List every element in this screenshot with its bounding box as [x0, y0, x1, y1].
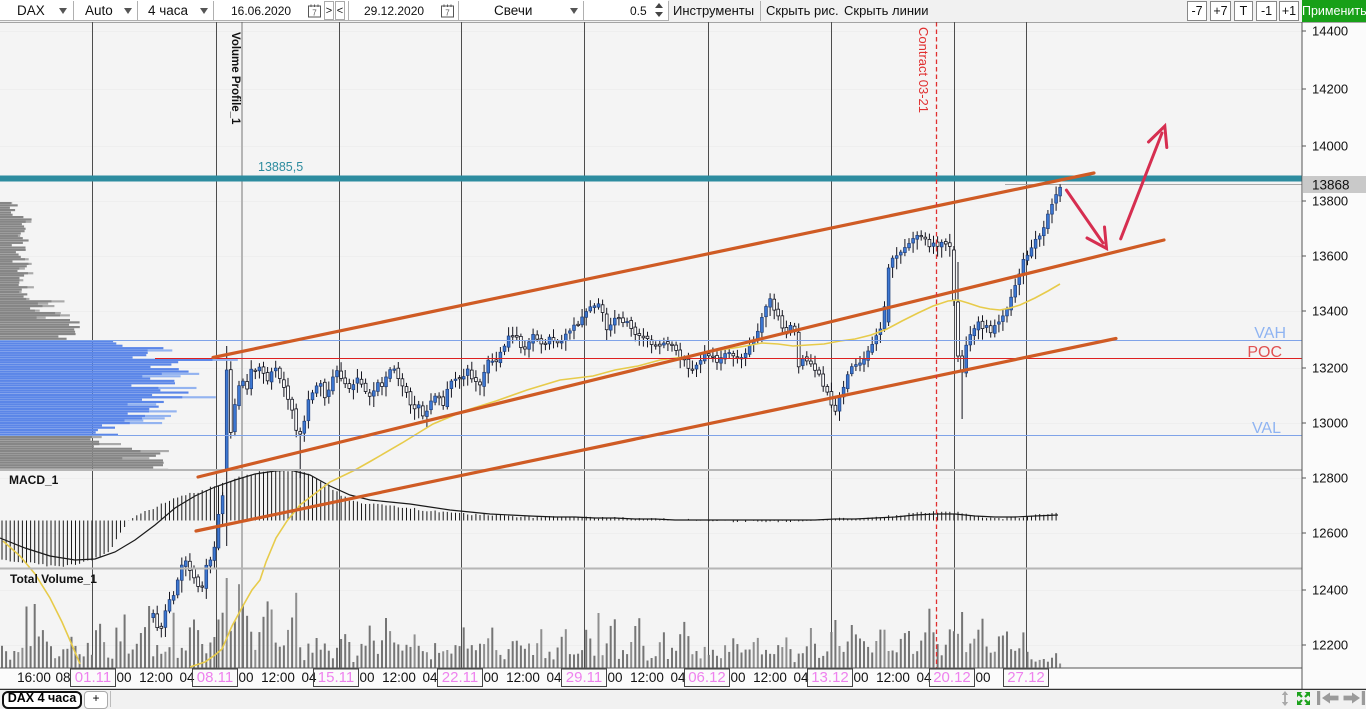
svg-text:13885,5: 13885,5	[258, 160, 303, 174]
svg-text:08.11: 08.11	[197, 669, 233, 686]
svg-text:06.12: 06.12	[688, 669, 726, 686]
svg-text:12:00: 12:00	[753, 670, 787, 685]
svg-text:08: 08	[55, 670, 70, 685]
svg-text:22.11: 22.11	[442, 669, 478, 686]
svg-text:MACD_1: MACD_1	[9, 473, 59, 487]
svg-text:13000: 13000	[1312, 416, 1348, 431]
svg-text:04: 04	[916, 670, 932, 685]
svg-text:14200: 14200	[1312, 82, 1348, 97]
svg-text:04: 04	[301, 670, 317, 685]
svg-text:POC: POC	[1247, 344, 1282, 361]
svg-text:12400: 12400	[1312, 583, 1348, 598]
svg-text:7: 7	[312, 9, 317, 18]
svg-text:Total Volume_1: Total Volume_1	[10, 572, 97, 586]
svg-text:12:00: 12:00	[630, 670, 664, 685]
svg-text:01.11: 01.11	[75, 669, 111, 686]
svg-text:12600: 12600	[1312, 526, 1348, 541]
svg-text:00: 00	[483, 670, 498, 685]
svg-text:13.12: 13.12	[811, 669, 849, 686]
svg-text:14000: 14000	[1312, 139, 1348, 154]
svg-text:00: 00	[607, 670, 622, 685]
svg-text:Contract 03-21: Contract 03-21	[916, 27, 931, 113]
svg-text:14400: 14400	[1312, 24, 1348, 39]
svg-text:12:00: 12:00	[506, 670, 540, 685]
svg-text:13800: 13800	[1312, 194, 1348, 209]
svg-text:VAH: VAH	[1254, 325, 1286, 342]
svg-text:12:00: 12:00	[382, 670, 416, 685]
svg-text:12800: 12800	[1312, 471, 1348, 486]
svg-text:VAL: VAL	[1252, 420, 1281, 437]
svg-text:13400: 13400	[1312, 304, 1348, 319]
svg-text:12:00: 12:00	[876, 670, 910, 685]
svg-text:00: 00	[853, 670, 868, 685]
svg-text:13200: 13200	[1312, 361, 1348, 376]
svg-text:04: 04	[793, 670, 809, 685]
svg-text:00: 00	[975, 670, 990, 685]
svg-text:16:00: 16:00	[17, 670, 51, 685]
svg-text:00: 00	[238, 670, 253, 685]
svg-text:Volume Profile_1: Volume Profile_1	[229, 32, 241, 125]
svg-text:13868: 13868	[1312, 178, 1350, 193]
svg-text:15.11: 15.11	[318, 669, 354, 686]
svg-text:00: 00	[359, 670, 374, 685]
svg-text:12200: 12200	[1312, 638, 1348, 653]
svg-text:7: 7	[445, 9, 450, 18]
svg-text:04: 04	[179, 670, 195, 685]
svg-text:29.11: 29.11	[566, 669, 602, 686]
svg-text:20.12: 20.12	[933, 669, 971, 686]
svg-text:13600: 13600	[1312, 249, 1348, 264]
svg-text:00: 00	[116, 670, 131, 685]
svg-text:04: 04	[422, 670, 438, 685]
svg-text:12:00: 12:00	[261, 670, 295, 685]
svg-text:27.12: 27.12	[1007, 669, 1045, 686]
svg-text:00: 00	[730, 670, 745, 685]
svg-text:12:00: 12:00	[139, 670, 173, 685]
svg-text:04: 04	[546, 670, 562, 685]
svg-text:04: 04	[670, 670, 686, 685]
